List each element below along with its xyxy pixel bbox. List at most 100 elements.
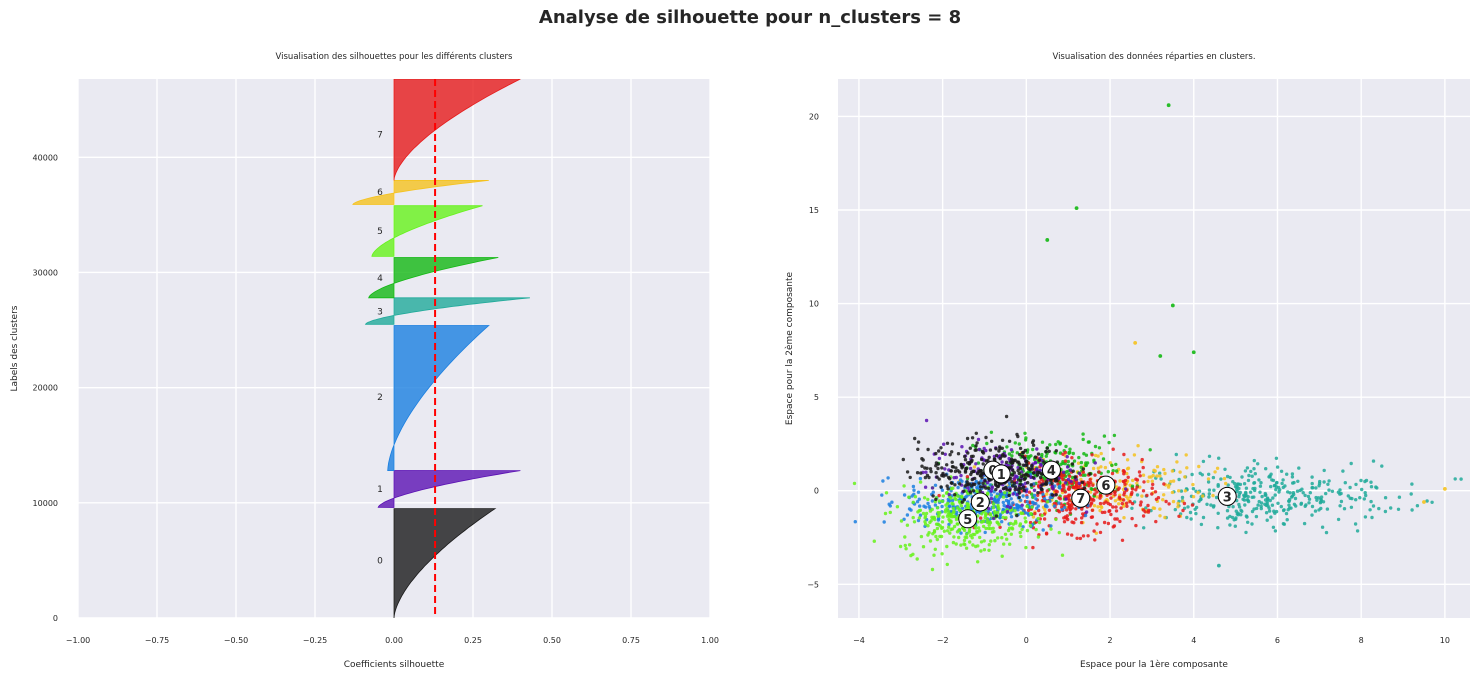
data-point-cluster-3 bbox=[1290, 472, 1295, 476]
data-point-cluster-0 bbox=[966, 451, 970, 455]
data-point-cluster-3 bbox=[1338, 492, 1342, 496]
data-point-cluster-3 bbox=[1389, 506, 1393, 510]
cluster-center-4 bbox=[1041, 460, 1061, 480]
data-point-cluster-0 bbox=[926, 447, 930, 452]
data-point-cluster-2 bbox=[1007, 481, 1012, 486]
data-point-cluster-7 bbox=[1114, 505, 1118, 509]
data-point-cluster-0 bbox=[944, 473, 948, 477]
data-point-cluster-2 bbox=[959, 531, 963, 535]
data-point-cluster-0 bbox=[979, 485, 983, 489]
data-point-cluster-6 bbox=[1150, 479, 1155, 483]
data-point-cluster-2 bbox=[1014, 503, 1019, 507]
data-point-cluster-5 bbox=[976, 544, 980, 548]
data-point-cluster-4 bbox=[1079, 460, 1084, 465]
silhouette-cluster-label: 0 bbox=[377, 556, 383, 566]
data-point-cluster-5 bbox=[932, 553, 936, 557]
data-point-cluster-0 bbox=[980, 449, 985, 454]
data-point-cluster-1 bbox=[952, 476, 956, 480]
data-point-cluster-6 bbox=[1135, 481, 1139, 485]
data-point-cluster-7 bbox=[1134, 488, 1138, 492]
data-point-cluster-1 bbox=[1005, 504, 1010, 508]
data-point-cluster-3 bbox=[1313, 509, 1318, 513]
data-point-cluster-3 bbox=[1364, 493, 1368, 498]
data-point-cluster-5 bbox=[1025, 504, 1029, 508]
data-point-cluster-7 bbox=[1134, 523, 1138, 528]
data-point-cluster-6 bbox=[1201, 494, 1205, 498]
data-point-cluster-3 bbox=[1459, 477, 1463, 481]
data-point-cluster-0 bbox=[939, 485, 943, 489]
data-point-cluster-3 bbox=[1380, 464, 1384, 468]
data-point-cluster-2 bbox=[1019, 498, 1023, 502]
data-point-cluster-3 bbox=[1142, 526, 1146, 530]
data-point-cluster-6 bbox=[1196, 490, 1200, 495]
data-point-cluster-2 bbox=[1007, 501, 1011, 505]
data-point-cluster-0 bbox=[953, 483, 957, 487]
data-point-cluster-3 bbox=[1287, 503, 1291, 507]
data-point-cluster-7 bbox=[1031, 545, 1035, 550]
data-point-cluster-3 bbox=[1217, 456, 1221, 460]
data-point-cluster-3 bbox=[1341, 469, 1345, 473]
data-point-cluster-5 bbox=[944, 491, 949, 495]
data-point-cluster-6 bbox=[1224, 481, 1228, 486]
data-point-cluster-6 bbox=[1117, 502, 1121, 506]
data-point-cluster-2 bbox=[912, 488, 916, 492]
data-point-cluster-3 bbox=[1360, 487, 1364, 492]
data-point-cluster-4 bbox=[1067, 451, 1071, 455]
data-point-cluster-3 bbox=[1321, 500, 1326, 504]
data-point-cluster-7 bbox=[1042, 517, 1047, 521]
data-point-cluster-6 bbox=[1093, 453, 1098, 458]
data-point-cluster-7 bbox=[1062, 483, 1066, 487]
data-point-cluster-5 bbox=[1003, 491, 1007, 495]
data-point-cluster-1 bbox=[1000, 460, 1004, 464]
data-point-cluster-3 bbox=[1252, 481, 1256, 485]
data-point-cluster-5 bbox=[987, 543, 991, 547]
data-point-cluster-7 bbox=[1111, 447, 1115, 451]
data-point-cluster-7 bbox=[1091, 483, 1095, 487]
data-point-cluster-5 bbox=[1019, 511, 1023, 515]
silhouette-cluster-label: 2 bbox=[377, 393, 383, 403]
data-point-cluster-5 bbox=[923, 520, 927, 524]
data-point-cluster-5 bbox=[918, 480, 923, 484]
data-point-cluster-0 bbox=[920, 457, 924, 461]
data-point-cluster-0 bbox=[1017, 471, 1021, 476]
data-point-cluster-3 bbox=[1246, 499, 1251, 504]
data-point-cluster-1 bbox=[1013, 474, 1017, 478]
outlier-point bbox=[1133, 340, 1138, 345]
data-point-cluster-3 bbox=[1179, 489, 1184, 493]
data-point-cluster-3 bbox=[1267, 509, 1272, 513]
data-point-cluster-1 bbox=[1066, 477, 1071, 482]
data-point-cluster-2 bbox=[1041, 528, 1045, 532]
data-point-cluster-7 bbox=[1098, 501, 1103, 506]
data-point-cluster-0 bbox=[1016, 434, 1020, 439]
data-point-cluster-3 bbox=[1158, 471, 1162, 475]
data-point-cluster-5 bbox=[996, 503, 1000, 508]
data-point-cluster-3 bbox=[1363, 515, 1368, 519]
scatter-plot-background bbox=[838, 79, 1470, 618]
data-point-cluster-5 bbox=[930, 507, 934, 512]
data-point-cluster-5 bbox=[968, 540, 972, 544]
data-point-cluster-1 bbox=[930, 486, 935, 490]
data-point-cluster-2 bbox=[956, 485, 960, 490]
data-point-cluster-3 bbox=[1250, 474, 1254, 478]
silhouette-cluster-label: 3 bbox=[377, 308, 383, 318]
data-point-cluster-6 bbox=[1191, 495, 1196, 499]
data-point-cluster-7 bbox=[1061, 452, 1065, 456]
data-point-cluster-5 bbox=[947, 525, 951, 529]
data-point-cluster-3 bbox=[1244, 486, 1249, 490]
data-point-cluster-7 bbox=[1037, 480, 1042, 484]
data-point-cluster-3 bbox=[1410, 482, 1414, 486]
data-point-cluster-7 bbox=[1130, 490, 1134, 495]
data-point-cluster-5 bbox=[1025, 528, 1030, 533]
data-point-cluster-7 bbox=[1135, 485, 1139, 489]
data-point-cluster-7 bbox=[1125, 501, 1129, 505]
data-point-cluster-7 bbox=[1108, 509, 1112, 513]
data-point-cluster-3 bbox=[1253, 472, 1258, 476]
data-point-cluster-5 bbox=[941, 494, 945, 498]
data-point-cluster-2 bbox=[988, 483, 992, 487]
data-point-cluster-3 bbox=[1297, 466, 1301, 470]
data-point-cluster-1 bbox=[1061, 470, 1066, 474]
data-point-cluster-3 bbox=[1247, 473, 1251, 478]
data-point-cluster-3 bbox=[1209, 503, 1213, 507]
data-point-cluster-7 bbox=[1113, 493, 1117, 497]
data-point-cluster-7 bbox=[1098, 530, 1103, 535]
